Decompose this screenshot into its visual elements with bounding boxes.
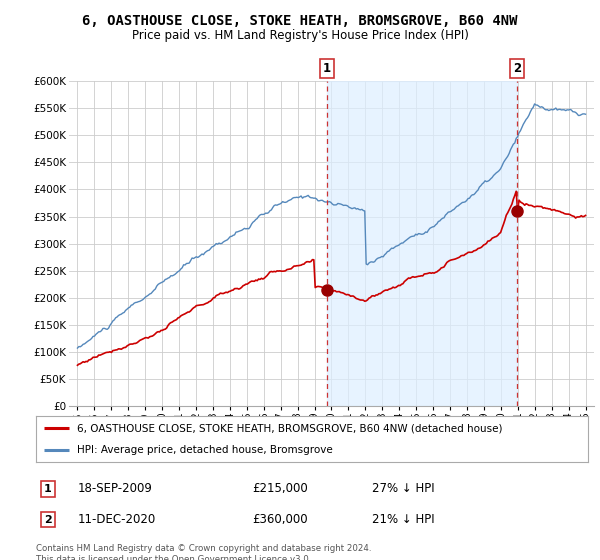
- Text: 11-DEC-2020: 11-DEC-2020: [78, 513, 156, 526]
- Text: £360,000: £360,000: [252, 513, 308, 526]
- Text: £215,000: £215,000: [252, 482, 308, 496]
- Text: 21% ↓ HPI: 21% ↓ HPI: [372, 513, 434, 526]
- Text: 2: 2: [513, 62, 521, 74]
- Text: HPI: Average price, detached house, Bromsgrove: HPI: Average price, detached house, Brom…: [77, 445, 333, 455]
- Text: 1: 1: [44, 484, 52, 494]
- Text: Price paid vs. HM Land Registry's House Price Index (HPI): Price paid vs. HM Land Registry's House …: [131, 29, 469, 42]
- Text: 27% ↓ HPI: 27% ↓ HPI: [372, 482, 434, 496]
- Text: 18-SEP-2009: 18-SEP-2009: [78, 482, 153, 496]
- Text: 1: 1: [323, 62, 331, 74]
- Text: 2: 2: [44, 515, 52, 525]
- Text: 6, OASTHOUSE CLOSE, STOKE HEATH, BROMSGROVE, B60 4NW: 6, OASTHOUSE CLOSE, STOKE HEATH, BROMSGR…: [82, 14, 518, 28]
- Text: Contains HM Land Registry data © Crown copyright and database right 2024.
This d: Contains HM Land Registry data © Crown c…: [36, 544, 371, 560]
- Text: 6, OASTHOUSE CLOSE, STOKE HEATH, BROMSGROVE, B60 4NW (detached house): 6, OASTHOUSE CLOSE, STOKE HEATH, BROMSGR…: [77, 423, 503, 433]
